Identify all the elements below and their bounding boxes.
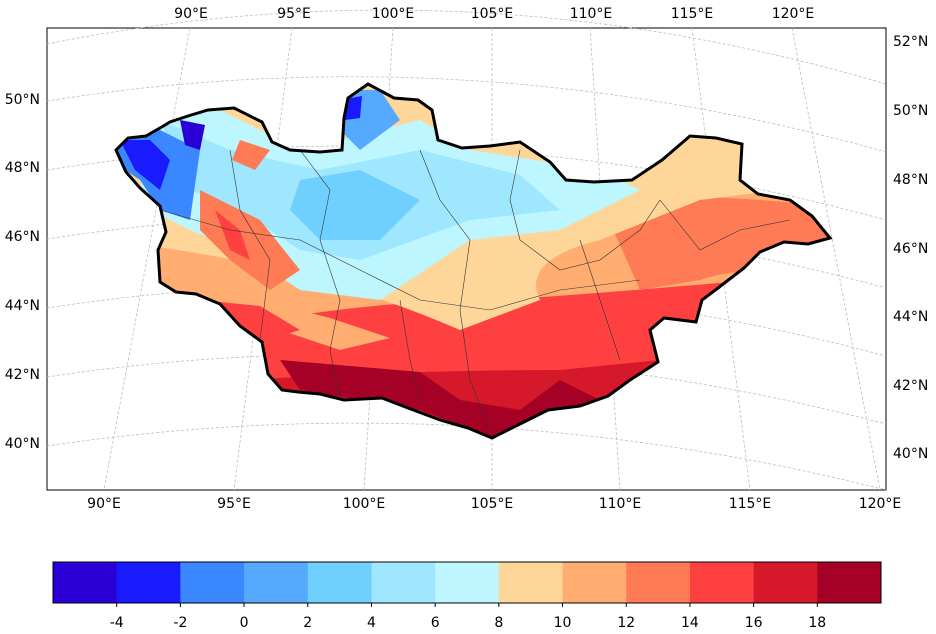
- colorbar-bin: [307, 562, 372, 603]
- lon-label-bottom: 115°E: [729, 496, 772, 512]
- lat-label-left: 44°N: [5, 298, 40, 314]
- lon-label-bottom: 120°E: [859, 496, 902, 512]
- lon-label-bottom: 105°E: [471, 496, 514, 512]
- lat-label-right: 46°N: [893, 241, 928, 257]
- parallel-line: [46, 9, 887, 85]
- colorbar-bin: [753, 562, 818, 603]
- top-longitude-labels: 90°E 95°E 100°E 105°E 110°E 115°E 120°E: [174, 6, 814, 22]
- colorbar-tick-label: 6: [431, 615, 440, 631]
- lon-label-top: 95°E: [277, 6, 311, 22]
- lat-label-right: 40°N: [893, 446, 928, 462]
- lon-label-bottom: 95°E: [217, 496, 251, 512]
- colorbar: -4 -2 0 2 4 6 8 10 12 14 16 18: [52, 561, 882, 631]
- colorbar-tick-label: 14: [681, 615, 699, 631]
- meridian-line: [791, 27, 881, 491]
- lon-label-bottom: 100°E: [343, 496, 386, 512]
- lat-label-left: 48°N: [5, 160, 40, 176]
- lat-label-right: 52°N: [893, 34, 928, 50]
- colorbar-tick-label: 4: [367, 615, 376, 631]
- province-boundaries: [159, 149, 791, 431]
- lat-label-right: 42°N: [893, 378, 928, 394]
- colorbar-bin: [53, 562, 118, 603]
- colorbar-bin: [562, 562, 627, 603]
- colorbar-tick-label: 18: [808, 615, 826, 631]
- lat-label-right: 50°N: [893, 103, 928, 119]
- colorbar-bin: [371, 562, 436, 603]
- colorbar-bin: [498, 562, 564, 603]
- lon-label-top: 120°E: [772, 6, 815, 22]
- lon-label-top: 90°E: [174, 6, 208, 22]
- colorbar-bin: [817, 562, 882, 603]
- colorbar-tick-label: 12: [617, 615, 635, 631]
- lat-label-left: 42°N: [5, 367, 40, 383]
- lon-label-bottom: 110°E: [599, 496, 642, 512]
- lon-label-bottom: 90°E: [87, 496, 121, 512]
- meridian-line: [103, 27, 191, 491]
- colorbar-bin: [244, 562, 309, 603]
- right-latitude-labels: 52°N 50°N 48°N 46°N 44°N 42°N 40°N: [893, 34, 928, 462]
- lon-label-top: 105°E: [471, 6, 514, 22]
- lat-label-right: 48°N: [893, 172, 928, 188]
- left-latitude-labels: 50°N 48°N 46°N 44°N 42°N 40°N: [5, 92, 40, 452]
- colorbar-bin: [116, 562, 181, 603]
- colorbar-tick-label: 8: [494, 615, 503, 631]
- colorbar-tick-label: 10: [554, 615, 572, 631]
- parallel-line: [46, 76, 887, 153]
- colorbar-tick-label: 0: [240, 615, 249, 631]
- colorbar-bin: [435, 562, 500, 603]
- colorbar-bin: [689, 562, 755, 603]
- colorbar-tick-label: -4: [110, 615, 124, 631]
- lon-label-top: 100°E: [372, 6, 415, 22]
- lat-label-left: 50°N: [5, 92, 40, 108]
- lat-label-right: 44°N: [893, 309, 928, 325]
- colorbar-outline: [52, 561, 882, 604]
- colorbar-tick-label: 2: [303, 615, 312, 631]
- lat-label-left: 40°N: [5, 436, 40, 452]
- bottom-longitude-labels: 90°E 95°E 100°E 105°E 110°E 115°E 120°E: [87, 496, 901, 512]
- colorbar-bin: [180, 562, 245, 603]
- lon-label-top: 115°E: [671, 6, 714, 22]
- lat-label-left: 46°N: [5, 229, 40, 245]
- colorbar-bin: [626, 562, 691, 603]
- colorbar-tick-label: 16: [745, 615, 763, 631]
- colorbar-tick-label: -2: [173, 615, 187, 631]
- lon-label-top: 110°E: [570, 6, 613, 22]
